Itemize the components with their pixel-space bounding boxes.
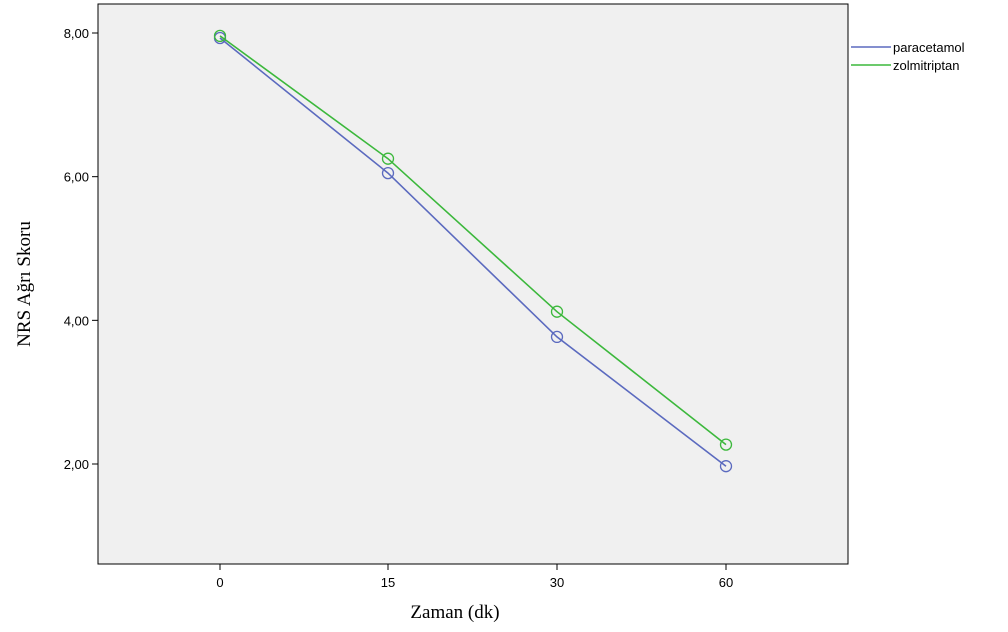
y-tick-label: 8,00 bbox=[64, 26, 89, 41]
legend-label-zolmitriptan: zolmitriptan bbox=[893, 58, 959, 73]
y-axis-ticks: 2,00 4,00 6,00 8,00 bbox=[64, 26, 98, 472]
data-point-zolmitriptan bbox=[550, 305, 564, 318]
y-axis-title: NRS Ağrı Skoru bbox=[14, 221, 35, 347]
x-axis-ticks: 0 15 30 60 bbox=[216, 564, 733, 590]
series-line-zolmitriptan bbox=[219, 35, 727, 446]
data-point-zolmitriptan bbox=[381, 152, 395, 165]
data-point-paracetamol bbox=[550, 330, 564, 344]
data-point-zolmitriptan bbox=[213, 29, 227, 43]
x-axis-title: Zaman (dk) bbox=[410, 602, 499, 623]
x-tick-label: 0 bbox=[216, 575, 223, 590]
x-tick-label: 15 bbox=[381, 575, 395, 590]
x-tick-label: 30 bbox=[550, 575, 564, 590]
y-tick-label: 2,00 bbox=[64, 457, 89, 472]
data-point-zolmitriptan bbox=[719, 438, 733, 451]
x-tick-label: 60 bbox=[719, 575, 733, 590]
data-point-paracetamol bbox=[381, 166, 395, 180]
series-layer bbox=[213, 29, 733, 473]
data-point-paracetamol bbox=[719, 460, 733, 473]
y-tick-label: 6,00 bbox=[64, 170, 89, 185]
series-line-paracetamol bbox=[219, 37, 727, 467]
legend: paracetamol zolmitriptan bbox=[851, 40, 965, 73]
plot-area bbox=[97, 3, 849, 565]
y-tick-label: 4,00 bbox=[64, 313, 89, 328]
legend-label-paracetamol: paracetamol bbox=[893, 40, 965, 55]
